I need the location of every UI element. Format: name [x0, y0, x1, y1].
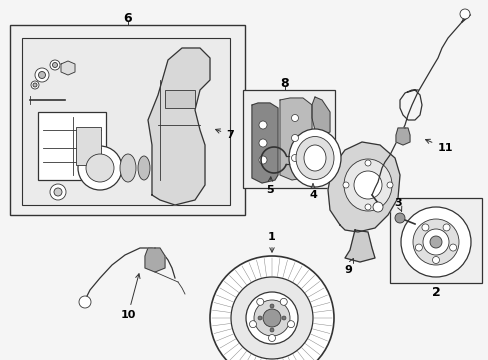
Bar — [243, 90, 334, 188]
Circle shape — [245, 292, 297, 344]
Polygon shape — [345, 230, 374, 262]
Text: 3: 3 — [393, 198, 401, 211]
Text: 5: 5 — [265, 177, 273, 195]
Bar — [38, 112, 106, 180]
Circle shape — [258, 316, 262, 320]
Ellipse shape — [288, 129, 340, 187]
Circle shape — [364, 204, 370, 210]
Polygon shape — [311, 97, 329, 135]
Bar — [389, 198, 481, 283]
Bar — [76, 127, 101, 165]
Ellipse shape — [120, 154, 136, 182]
Circle shape — [421, 224, 428, 231]
Circle shape — [394, 213, 404, 223]
Ellipse shape — [295, 136, 333, 180]
Circle shape — [52, 63, 58, 68]
Circle shape — [31, 81, 39, 89]
Circle shape — [280, 298, 286, 305]
Text: 9: 9 — [344, 258, 353, 275]
Circle shape — [54, 188, 62, 196]
Circle shape — [209, 256, 333, 360]
Circle shape — [253, 300, 289, 336]
Polygon shape — [251, 103, 278, 183]
Circle shape — [50, 184, 66, 200]
Text: 2: 2 — [431, 285, 440, 298]
Circle shape — [256, 298, 263, 305]
Circle shape — [442, 224, 449, 231]
Circle shape — [372, 202, 382, 212]
Bar — [164, 90, 195, 108]
Circle shape — [287, 321, 294, 328]
Text: 6: 6 — [123, 12, 132, 24]
Text: 8: 8 — [280, 77, 289, 90]
Text: 4: 4 — [308, 184, 316, 200]
Circle shape — [50, 60, 60, 70]
Circle shape — [386, 182, 392, 188]
Circle shape — [259, 139, 266, 147]
Circle shape — [431, 256, 439, 264]
Circle shape — [263, 309, 281, 327]
Text: 11: 11 — [425, 139, 452, 153]
Polygon shape — [148, 48, 209, 205]
Circle shape — [429, 236, 441, 248]
Text: 10: 10 — [120, 274, 140, 320]
Polygon shape — [280, 98, 311, 180]
Circle shape — [353, 171, 381, 199]
Text: 1: 1 — [267, 232, 275, 252]
Circle shape — [422, 229, 448, 255]
Polygon shape — [327, 142, 399, 232]
Circle shape — [259, 156, 266, 164]
Ellipse shape — [304, 145, 325, 171]
Text: 7: 7 — [215, 129, 233, 140]
Circle shape — [414, 244, 422, 251]
Bar — [10, 25, 244, 215]
Circle shape — [268, 334, 275, 342]
Ellipse shape — [343, 159, 391, 211]
Circle shape — [282, 316, 285, 320]
Circle shape — [39, 72, 45, 78]
Circle shape — [291, 114, 298, 122]
Circle shape — [230, 277, 312, 359]
Polygon shape — [395, 128, 409, 145]
Circle shape — [35, 68, 49, 82]
Circle shape — [259, 121, 266, 129]
Circle shape — [291, 135, 298, 141]
Circle shape — [79, 296, 91, 308]
Polygon shape — [61, 61, 75, 75]
Circle shape — [269, 304, 273, 308]
Circle shape — [400, 207, 470, 277]
Circle shape — [291, 154, 298, 162]
Circle shape — [412, 219, 458, 265]
Circle shape — [342, 182, 348, 188]
Circle shape — [269, 328, 273, 332]
Circle shape — [364, 160, 370, 166]
Bar — [22, 38, 229, 205]
Polygon shape — [145, 248, 164, 272]
Circle shape — [86, 154, 114, 182]
Ellipse shape — [138, 156, 150, 180]
Circle shape — [33, 83, 37, 87]
Circle shape — [249, 321, 256, 328]
Circle shape — [459, 9, 469, 19]
Circle shape — [78, 146, 122, 190]
Circle shape — [448, 244, 456, 251]
